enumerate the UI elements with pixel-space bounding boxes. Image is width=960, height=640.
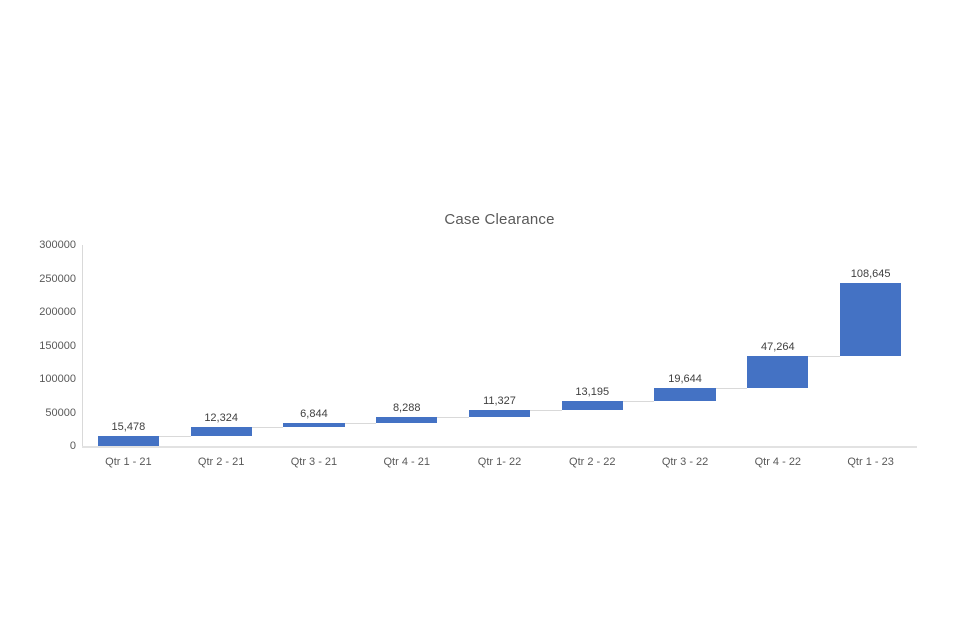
connector-line bbox=[344, 422, 377, 424]
x-tick-label: Qtr 2 - 21 bbox=[197, 456, 245, 468]
bar-value-label: 11,327 bbox=[483, 394, 516, 407]
connector-line bbox=[251, 427, 284, 429]
bar-value-label: 13,195 bbox=[575, 385, 610, 398]
connector-line bbox=[715, 387, 748, 389]
y-tick-label: 150000 bbox=[39, 339, 76, 352]
y-axis-line bbox=[82, 245, 83, 446]
connector-line bbox=[808, 355, 840, 357]
x-tick-label: Qtr 3 - 21 bbox=[290, 456, 338, 468]
x-axis-line bbox=[82, 446, 917, 448]
bar bbox=[561, 400, 623, 410]
chart-title: Case Clearance bbox=[444, 211, 555, 228]
y-tick-label: 0 bbox=[69, 440, 76, 452]
connector-line bbox=[159, 435, 191, 437]
x-tick-label: Qtr 1 - 23 bbox=[847, 456, 894, 468]
bar-value-label: 15,478 bbox=[111, 420, 146, 433]
y-tick-label: 100000 bbox=[39, 373, 76, 385]
y-tick-label: 200000 bbox=[39, 306, 76, 318]
x-tick-label: Qtr 2 - 22 bbox=[569, 456, 616, 468]
bar bbox=[376, 417, 438, 423]
bar bbox=[839, 283, 902, 356]
bar bbox=[283, 422, 345, 428]
x-tick-label: Qtr 4 - 22 bbox=[754, 456, 802, 468]
bar bbox=[97, 435, 159, 446]
connector-line bbox=[530, 409, 562, 411]
connector-line bbox=[622, 400, 655, 402]
bar-value-label: 6,844 bbox=[300, 407, 328, 420]
x-tick-label: Qtr 3 - 22 bbox=[661, 456, 709, 468]
bar-value-label: 12,324 bbox=[204, 412, 238, 425]
y-tick-label: 250000 bbox=[39, 272, 76, 285]
bar-value-label: 47,264 bbox=[760, 340, 795, 353]
bar-value-label: 19,644 bbox=[668, 372, 702, 385]
y-tick-label: 300000 bbox=[39, 239, 76, 251]
connector-line bbox=[437, 417, 469, 419]
x-tick-label: Qtr 4 - 21 bbox=[383, 456, 430, 468]
y-tick-label: 50000 bbox=[45, 406, 76, 419]
bar-value-label: 8,288 bbox=[392, 402, 421, 415]
x-tick-label: Qtr 1 - 21 bbox=[105, 456, 152, 468]
x-tick-label: Qtr 1- 22 bbox=[477, 456, 522, 468]
bar-value-label: 108,645 bbox=[850, 268, 891, 281]
bar bbox=[468, 409, 531, 418]
bar bbox=[190, 427, 252, 436]
bar bbox=[747, 355, 809, 388]
bar bbox=[654, 387, 716, 401]
